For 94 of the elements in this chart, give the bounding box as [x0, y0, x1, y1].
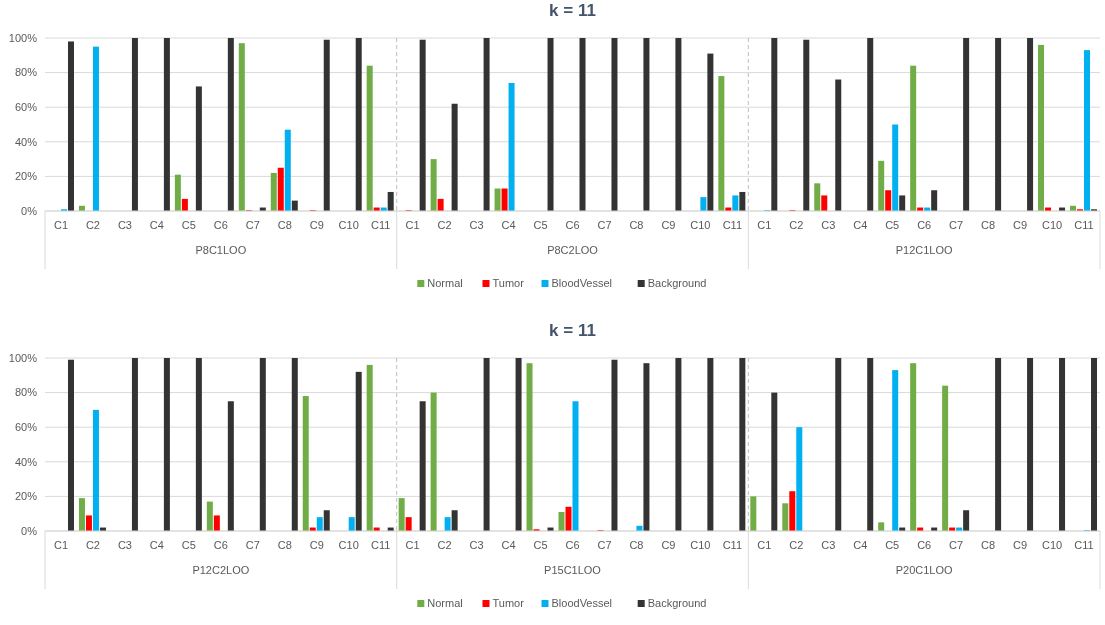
- x-tick-label: C1: [53, 539, 69, 551]
- y-tick-label: 80%: [14, 66, 38, 79]
- x-tick-label: C10: [690, 219, 711, 231]
- x-tick-label: C5: [181, 539, 196, 551]
- x-tick-label: C4: [501, 219, 516, 231]
- text: P12C2LOO: [192, 564, 250, 576]
- x-tick-label: C8: [629, 539, 644, 551]
- x-tick-label: C8: [277, 219, 292, 231]
- x-tick-label: C8: [277, 539, 292, 551]
- x-tick-label: C3: [469, 219, 484, 231]
- x-tick-label: C9: [661, 219, 676, 231]
- x-tick-label: C11: [370, 539, 391, 551]
- x-tick-label: C10: [338, 219, 359, 231]
- x-tick-label: C3: [821, 219, 836, 231]
- y-tick-label: 60%: [14, 421, 38, 434]
- text: P15C1LOO: [544, 564, 602, 576]
- x-tick-label: C8: [629, 219, 644, 231]
- y-tick-label: 0%: [21, 524, 38, 537]
- x-tick-label: C6: [213, 539, 228, 551]
- y-tick-label: 40%: [14, 135, 38, 148]
- x-tick-label: C1: [757, 539, 772, 551]
- x-tick-label: C3: [117, 539, 132, 551]
- x-tick-label: C11: [370, 219, 391, 231]
- x-tick-label: C6: [565, 219, 580, 231]
- text: P12C1LOO: [895, 244, 954, 256]
- x-tick-label: C2: [437, 219, 452, 231]
- x-tick-label: C6: [565, 539, 580, 551]
- legend-label: Background: [647, 277, 707, 289]
- x-tick-label: C5: [533, 539, 548, 551]
- y-tick-label: 20%: [14, 170, 38, 183]
- legend-label: Tumor: [492, 277, 525, 289]
- x-tick-label: C6: [917, 539, 932, 551]
- x-tick-label: C2: [789, 219, 804, 231]
- x-tick-label: C2: [437, 539, 452, 551]
- x-tick-label: C7: [949, 219, 964, 231]
- x-tick-label: C3: [117, 219, 132, 231]
- x-tick-label: C5: [181, 219, 196, 231]
- legend-label: BloodVessel: [551, 597, 613, 609]
- x-tick-label: C9: [1013, 539, 1028, 551]
- x-tick-label: C8: [981, 539, 996, 551]
- x-tick-label: C9: [661, 539, 676, 551]
- text: P8C1LOO: [195, 244, 247, 256]
- x-tick-label: C7: [597, 219, 612, 231]
- y-tick-label: 80%: [14, 386, 38, 399]
- y-tick-label: 100%: [8, 31, 38, 44]
- legend-label: Background: [647, 597, 707, 609]
- x-tick-label: C9: [309, 539, 324, 551]
- legend-label: Normal: [427, 277, 463, 289]
- x-tick-label: C4: [853, 539, 868, 551]
- legend-label: Normal: [427, 597, 463, 609]
- x-tick-label: C6: [917, 219, 932, 231]
- x-tick-label: C3: [821, 539, 836, 551]
- x-tick-label: C4: [853, 219, 868, 231]
- y-tick-label: 60%: [14, 101, 38, 114]
- x-tick-label: C10: [1041, 219, 1063, 231]
- x-tick-label: C1: [757, 219, 772, 231]
- x-tick-label: C10: [338, 539, 359, 551]
- x-tick-label: C1: [53, 219, 69, 231]
- y-tick-label: 40%: [14, 455, 38, 468]
- legend-label: BloodVessel: [551, 277, 613, 289]
- x-tick-label: C1: [405, 539, 420, 551]
- x-tick-label: C7: [245, 539, 260, 551]
- x-tick-label: C11: [1074, 539, 1094, 551]
- x-tick-label: C6: [213, 219, 228, 231]
- chart-title: k = 11: [549, 321, 596, 340]
- y-tick-label: 100%: [8, 351, 38, 364]
- x-tick-label: C10: [1041, 539, 1063, 551]
- x-tick-label: C2: [789, 539, 804, 551]
- x-tick-label: C2: [85, 219, 100, 231]
- y-tick-label: 0%: [21, 204, 38, 217]
- text: P20C1LOO: [895, 564, 954, 576]
- x-tick-label: C11: [1074, 219, 1094, 231]
- x-tick-label: C5: [885, 219, 900, 231]
- x-tick-label: C7: [597, 539, 612, 551]
- x-tick-label: C11: [722, 219, 743, 231]
- x-tick-label: C7: [245, 219, 260, 231]
- x-tick-label: C4: [149, 219, 164, 231]
- x-tick-label: C5: [533, 219, 548, 231]
- x-tick-label: C4: [501, 539, 516, 551]
- x-tick-label: C8: [981, 219, 996, 231]
- x-tick-label: C2: [85, 539, 100, 551]
- x-tick-label: C1: [405, 219, 420, 231]
- x-tick-label: C3: [469, 539, 484, 551]
- x-tick-label: C11: [722, 539, 743, 551]
- chart-title: k = 11: [549, 1, 596, 20]
- x-tick-label: C9: [309, 219, 324, 231]
- x-tick-label: C9: [1013, 219, 1028, 231]
- x-tick-label: C10: [690, 539, 711, 551]
- x-tick-label: C7: [949, 539, 964, 551]
- x-tick-label: C5: [885, 539, 900, 551]
- legend-label: Tumor: [492, 597, 525, 609]
- text: P8C2LOO: [547, 244, 599, 256]
- x-tick-label: C4: [149, 539, 164, 551]
- y-tick-label: 20%: [14, 490, 38, 503]
